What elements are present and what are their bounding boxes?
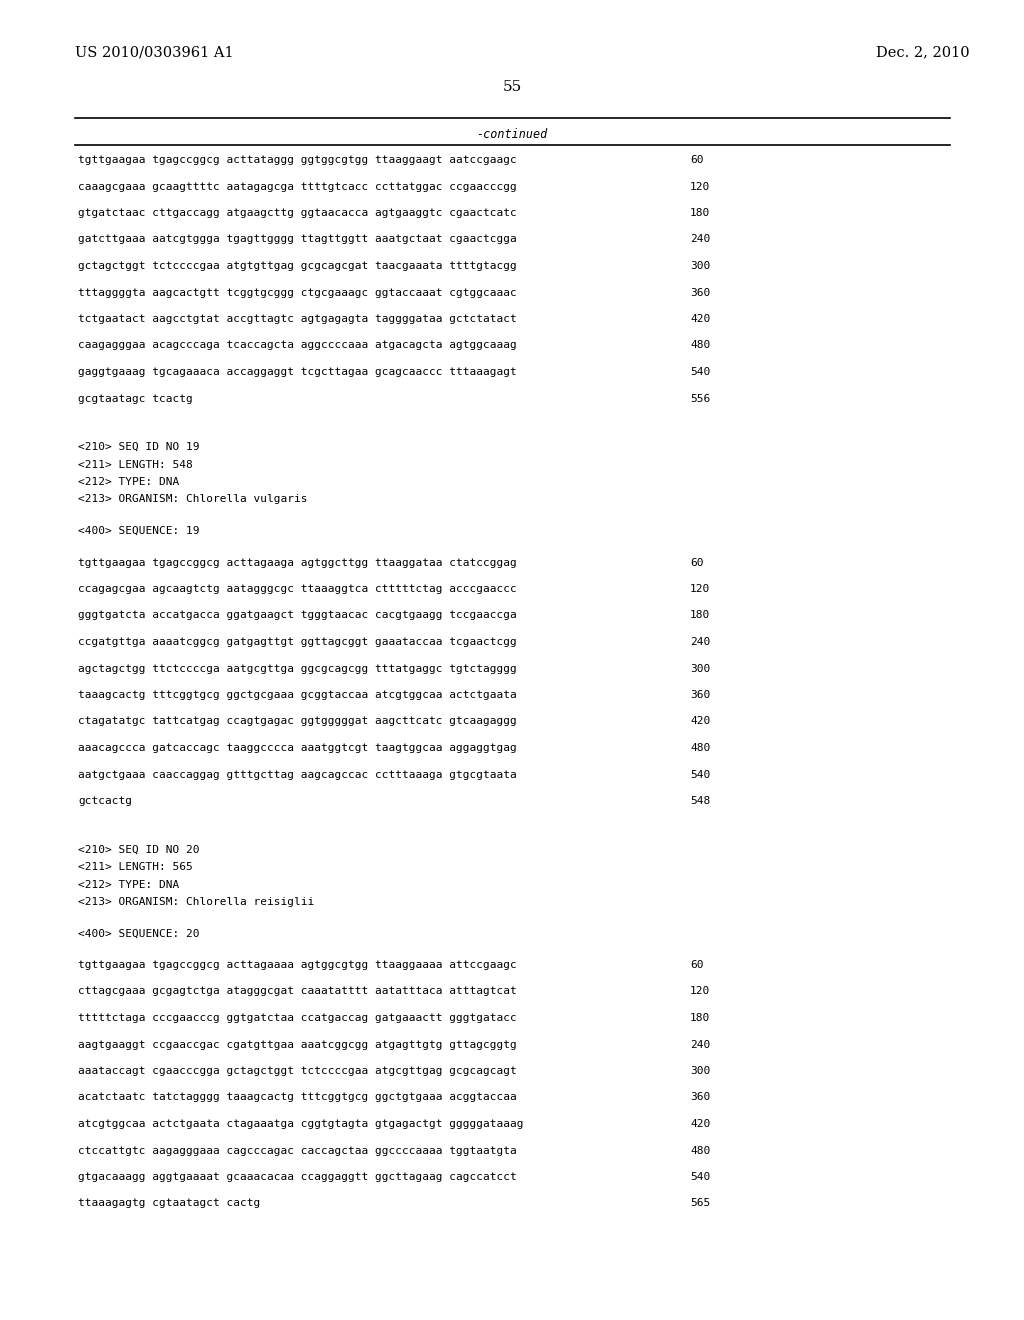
Text: <211> LENGTH: 565: <211> LENGTH: 565 (78, 862, 193, 873)
Text: acatctaatc tatctagggg taaagcactg tttcggtgcg ggctgtgaaa acggtaccaa: acatctaatc tatctagggg taaagcactg tttcggt… (78, 1093, 517, 1102)
Text: atcgtggcaa actctgaata ctagaaatga cggtgtagta gtgagactgt gggggataaag: atcgtggcaa actctgaata ctagaaatga cggtgta… (78, 1119, 523, 1129)
Text: tctgaatact aagcctgtat accgttagtc agtgagagta taggggataa gctctatact: tctgaatact aagcctgtat accgttagtc agtgaga… (78, 314, 517, 323)
Text: 360: 360 (690, 690, 711, 700)
Text: 120: 120 (690, 181, 711, 191)
Text: <212> TYPE: DNA: <212> TYPE: DNA (78, 879, 179, 890)
Text: <210> SEQ ID NO 19: <210> SEQ ID NO 19 (78, 442, 200, 451)
Text: 300: 300 (690, 261, 711, 271)
Text: gaggtgaaag tgcagaaaca accaggaggt tcgcttagaa gcagcaaccc tttaaagagt: gaggtgaaag tgcagaaaca accaggaggt tcgctta… (78, 367, 517, 378)
Text: aagtgaaggt ccgaaccgac cgatgttgaa aaatcggcgg atgagttgtg gttagcggtg: aagtgaaggt ccgaaccgac cgatgttgaa aaatcgg… (78, 1040, 517, 1049)
Text: 240: 240 (690, 1040, 711, 1049)
Text: gtgatctaac cttgaccagg atgaagcttg ggtaacacca agtgaaggtc cgaactcatc: gtgatctaac cttgaccagg atgaagcttg ggtaaca… (78, 209, 517, 218)
Text: 565: 565 (690, 1199, 711, 1209)
Text: gatcttgaaa aatcgtggga tgagttgggg ttagttggtt aaatgctaat cgaactcgga: gatcttgaaa aatcgtggga tgagttgggg ttagttg… (78, 235, 517, 244)
Text: tgttgaagaa tgagccggcg acttagaaaa agtggcgtgg ttaaggaaaa attccgaagc: tgttgaagaa tgagccggcg acttagaaaa agtggcg… (78, 960, 517, 970)
Text: tttttctaga cccgaacccg ggtgatctaa ccatgaccag gatgaaactt gggtgatacc: tttttctaga cccgaacccg ggtgatctaa ccatgac… (78, 1012, 517, 1023)
Text: ctccattgtc aagagggaaa cagcccagac caccagctaa ggccccaaaa tggtaatgta: ctccattgtc aagagggaaa cagcccagac caccagc… (78, 1146, 517, 1155)
Text: 60: 60 (690, 557, 703, 568)
Text: <400> SEQUENCE: 20: <400> SEQUENCE: 20 (78, 928, 200, 939)
Text: gctcactg: gctcactg (78, 796, 132, 807)
Text: aaacagccca gatcaccagc taaggcccca aaatggtcgt taagtggcaa aggaggtgag: aaacagccca gatcaccagc taaggcccca aaatggt… (78, 743, 517, 752)
Text: cttagcgaaa gcgagtctga atagggcgat caaatatttt aatatttaca atttagtcat: cttagcgaaa gcgagtctga atagggcgat caaatat… (78, 986, 517, 997)
Text: 540: 540 (690, 1172, 711, 1181)
Text: ccgatgttga aaaatcggcg gatgagttgt ggttagcggt gaaataccaa tcgaactcgg: ccgatgttga aaaatcggcg gatgagttgt ggttagc… (78, 638, 517, 647)
Text: aaataccagt cgaacccgga gctagctggt tctccccgaa atgcgttgag gcgcagcagt: aaataccagt cgaacccgga gctagctggt tctcccc… (78, 1067, 517, 1076)
Text: ccagagcgaa agcaagtctg aatagggcgc ttaaaggtca ctttttctag acccgaaccc: ccagagcgaa agcaagtctg aatagggcgc ttaaagg… (78, 583, 517, 594)
Text: caaagcgaaa gcaagttttc aatagagcga ttttgtcacc ccttatggac ccgaacccgg: caaagcgaaa gcaagttttc aatagagcga ttttgtc… (78, 181, 517, 191)
Text: ttaaagagtg cgtaatagct cactg: ttaaagagtg cgtaatagct cactg (78, 1199, 260, 1209)
Text: 540: 540 (690, 367, 711, 378)
Text: 60: 60 (690, 154, 703, 165)
Text: 480: 480 (690, 341, 711, 351)
Text: <212> TYPE: DNA: <212> TYPE: DNA (78, 477, 179, 487)
Text: gctagctggt tctccccgaa atgtgttgag gcgcagcgat taacgaaata ttttgtacgg: gctagctggt tctccccgaa atgtgttgag gcgcagc… (78, 261, 517, 271)
Text: 120: 120 (690, 583, 711, 594)
Text: 360: 360 (690, 288, 711, 297)
Text: 300: 300 (690, 664, 711, 673)
Text: 180: 180 (690, 610, 711, 620)
Text: 420: 420 (690, 717, 711, 726)
Text: 180: 180 (690, 1012, 711, 1023)
Text: 300: 300 (690, 1067, 711, 1076)
Text: 548: 548 (690, 796, 711, 807)
Text: caagagggaa acagcccaga tcaccagcta aggccccaaa atgacagcta agtggcaaag: caagagggaa acagcccaga tcaccagcta aggcccc… (78, 341, 517, 351)
Text: 240: 240 (690, 235, 711, 244)
Text: 420: 420 (690, 314, 711, 323)
Text: gtgacaaagg aggtgaaaat gcaaacacaa ccaggaggtt ggcttagaag cagccatcct: gtgacaaagg aggtgaaaat gcaaacacaa ccaggag… (78, 1172, 517, 1181)
Text: 55: 55 (503, 81, 521, 94)
Text: 556: 556 (690, 393, 711, 404)
Text: tgttgaagaa tgagccggcg acttataggg ggtggcgtgg ttaaggaagt aatccgaagc: tgttgaagaa tgagccggcg acttataggg ggtggcg… (78, 154, 517, 165)
Text: 480: 480 (690, 743, 711, 752)
Text: <211> LENGTH: 548: <211> LENGTH: 548 (78, 459, 193, 470)
Text: 180: 180 (690, 209, 711, 218)
Text: -continued: -continued (476, 128, 548, 141)
Text: <213> ORGANISM: Chlorella reisiglii: <213> ORGANISM: Chlorella reisiglii (78, 898, 314, 907)
Text: 360: 360 (690, 1093, 711, 1102)
Text: tttaggggta aagcactgtt tcggtgcggg ctgcgaaagc ggtaccaaat cgtggcaaac: tttaggggta aagcactgtt tcggtgcggg ctgcgaa… (78, 288, 517, 297)
Text: <400> SEQUENCE: 19: <400> SEQUENCE: 19 (78, 525, 200, 536)
Text: ctagatatgc tattcatgag ccagtgagac ggtgggggat aagcttcatc gtcaagaggg: ctagatatgc tattcatgag ccagtgagac ggtgggg… (78, 717, 517, 726)
Text: aatgctgaaa caaccaggag gtttgcttag aagcagccac cctttaaaga gtgcgtaata: aatgctgaaa caaccaggag gtttgcttag aagcagc… (78, 770, 517, 780)
Text: <213> ORGANISM: Chlorella vulgaris: <213> ORGANISM: Chlorella vulgaris (78, 495, 307, 504)
Text: tgttgaagaa tgagccggcg acttagaaga agtggcttgg ttaaggataa ctatccggag: tgttgaagaa tgagccggcg acttagaaga agtggct… (78, 557, 517, 568)
Text: Dec. 2, 2010: Dec. 2, 2010 (877, 45, 970, 59)
Text: taaagcactg tttcggtgcg ggctgcgaaa gcggtaccaa atcgtggcaa actctgaata: taaagcactg tttcggtgcg ggctgcgaaa gcggtac… (78, 690, 517, 700)
Text: 60: 60 (690, 960, 703, 970)
Text: US 2010/0303961 A1: US 2010/0303961 A1 (75, 45, 233, 59)
Text: 540: 540 (690, 770, 711, 780)
Text: gggtgatcta accatgacca ggatgaagct tgggtaacac cacgtgaagg tccgaaccga: gggtgatcta accatgacca ggatgaagct tgggtaa… (78, 610, 517, 620)
Text: 420: 420 (690, 1119, 711, 1129)
Text: 480: 480 (690, 1146, 711, 1155)
Text: <210> SEQ ID NO 20: <210> SEQ ID NO 20 (78, 845, 200, 854)
Text: 240: 240 (690, 638, 711, 647)
Text: agctagctgg ttctccccga aatgcgttga ggcgcagcgg tttatgaggc tgtctagggg: agctagctgg ttctccccga aatgcgttga ggcgcag… (78, 664, 517, 673)
Text: 120: 120 (690, 986, 711, 997)
Text: gcgtaatagc tcactg: gcgtaatagc tcactg (78, 393, 193, 404)
